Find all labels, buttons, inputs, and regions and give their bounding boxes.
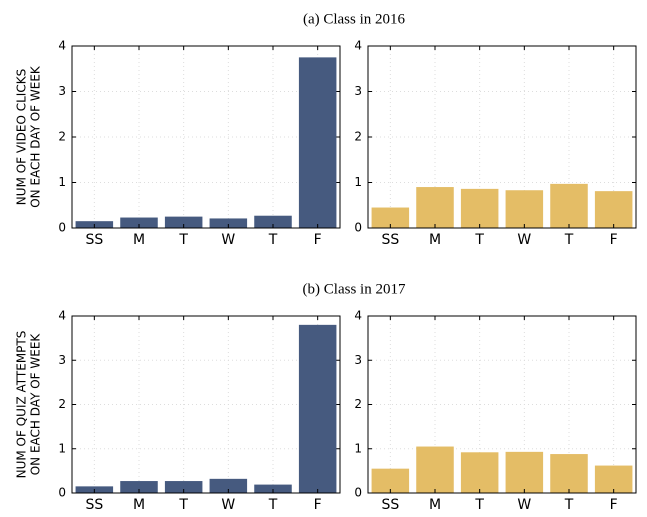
bar — [209, 478, 248, 493]
x-tick-label: F — [314, 232, 322, 248]
x-tick-label: SS — [381, 497, 399, 513]
panel-title: (a) Class in 2016 — [303, 11, 406, 27]
y-tick-label: 2 — [58, 397, 66, 411]
plot-frame — [367, 315, 637, 494]
x-tick-label: SS — [85, 232, 103, 248]
y-axis-label: NUM OF QUIZ ATTEMPTS — [15, 331, 29, 479]
y-tick-label: 1 — [354, 175, 362, 189]
bar — [594, 191, 633, 228]
x-tick-label: T — [178, 497, 188, 513]
x-tick-label: T — [564, 497, 574, 513]
x-tick-label: T — [268, 232, 278, 248]
x-tick-label: F — [610, 497, 618, 513]
x-tick-label: T — [268, 497, 278, 513]
y-axis-label: NUM OF VIDEO CLICKS — [15, 69, 29, 205]
y-tick-label: 3 — [354, 353, 362, 367]
y-tick-label: 4 — [354, 309, 362, 323]
bar — [505, 451, 544, 493]
y-tick-label: 1 — [58, 441, 66, 455]
x-tick-label: F — [610, 232, 618, 248]
bar — [371, 207, 410, 228]
y-tick-label: 1 — [58, 175, 66, 189]
bar — [254, 215, 292, 228]
bar — [164, 481, 203, 493]
panel-title: (b) Class in 2017 — [303, 281, 406, 297]
plot-frame — [71, 315, 341, 494]
bar — [298, 57, 337, 228]
y-tick-label: 2 — [354, 130, 362, 144]
plot-frame — [71, 45, 341, 229]
y-tick-label: 4 — [58, 39, 66, 53]
bar — [416, 187, 454, 228]
bar — [298, 324, 337, 493]
bar — [460, 452, 499, 493]
y-tick-label: 2 — [58, 130, 66, 144]
y-axis-label: ON EACH DAY OF WEEK — [29, 333, 43, 476]
y-tick-label: 1 — [354, 441, 362, 455]
x-tick-label: T — [474, 232, 484, 248]
x-tick-label: F — [314, 497, 322, 513]
bar — [371, 468, 410, 493]
x-tick-label: T — [474, 497, 484, 513]
y-tick-label: 4 — [58, 309, 66, 323]
bar — [120, 481, 158, 493]
x-tick-label: M — [429, 232, 441, 248]
x-tick-label: W — [517, 497, 531, 513]
y-tick-label: 3 — [58, 353, 66, 367]
bar — [550, 183, 588, 228]
bar — [416, 446, 454, 493]
bar — [594, 465, 633, 493]
y-tick-label: 0 — [58, 221, 66, 235]
y-tick-label: 3 — [58, 84, 66, 98]
y-tick-label: 4 — [354, 39, 362, 53]
y-tick-label: 0 — [58, 486, 66, 500]
y-tick-label: 2 — [354, 397, 362, 411]
bar — [550, 454, 588, 493]
plot-frame — [367, 45, 637, 229]
x-tick-label: T — [564, 232, 574, 248]
x-tick-label: W — [221, 497, 235, 513]
x-tick-label: W — [517, 232, 531, 248]
y-axis-label: ON EACH DAY OF WEEK — [29, 65, 43, 208]
y-tick-label: 0 — [354, 221, 362, 235]
x-tick-label: SS — [85, 497, 103, 513]
x-tick-label: T — [178, 232, 188, 248]
x-tick-label: W — [221, 232, 235, 248]
x-tick-label: M — [133, 232, 145, 248]
x-tick-label: M — [133, 497, 145, 513]
y-tick-label: 3 — [354, 84, 362, 98]
x-tick-label: SS — [381, 232, 399, 248]
bar — [505, 190, 544, 228]
x-tick-label: M — [429, 497, 441, 513]
bar — [209, 218, 248, 228]
bar — [120, 217, 158, 228]
bar — [460, 188, 499, 228]
y-tick-label: 0 — [354, 486, 362, 500]
bar — [164, 216, 203, 228]
bar — [254, 484, 292, 493]
